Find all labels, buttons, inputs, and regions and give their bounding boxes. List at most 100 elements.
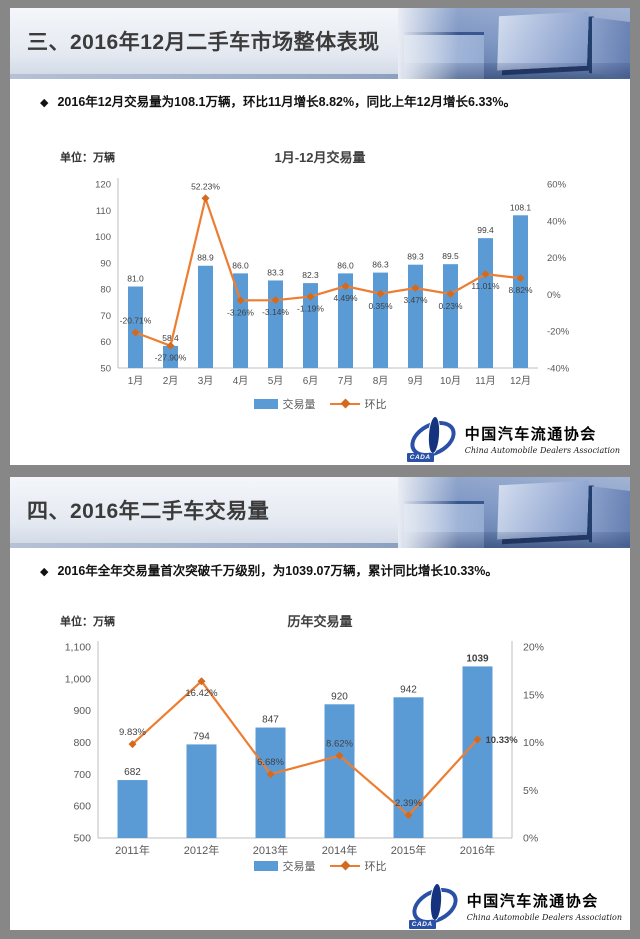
svg-text:1月: 1月 <box>128 375 144 387</box>
logo-name-cn: 中国汽车流通协会 <box>466 892 599 910</box>
svg-text:0%: 0% <box>547 290 561 301</box>
svg-text:1,100: 1,100 <box>65 642 91 654</box>
svg-text:82.3: 82.3 <box>302 270 319 280</box>
axis-unit-label: 单位：万辆 <box>60 152 115 164</box>
svg-text:16.42%: 16.42% <box>185 688 218 699</box>
svg-text:0.35%: 0.35% <box>368 301 393 311</box>
svg-text:81.0: 81.0 <box>127 274 144 284</box>
svg-text:3月: 3月 <box>198 375 214 387</box>
summary-bullet-text: 2016年12月交易量为108.1万辆，环比11月增长8.82%，同比上年12月… <box>57 95 516 109</box>
logo-name-en: China Automobile Dealers Association <box>464 446 620 455</box>
svg-text:-40%: -40% <box>547 364 570 375</box>
svg-text:86.0: 86.0 <box>232 260 249 270</box>
svg-text:5%: 5% <box>523 785 538 797</box>
legend-mom-label: 环比 <box>364 399 387 411</box>
svg-text:-20%: -20% <box>547 327 570 338</box>
photo-fade <box>398 477 458 548</box>
svg-text:70: 70 <box>100 311 111 322</box>
svg-text:1039: 1039 <box>466 653 489 664</box>
chart-legend: 交易量 环比 <box>10 396 630 412</box>
svg-text:5月: 5月 <box>268 375 284 387</box>
yearly-volume-chart: 500 600 700 800 900 1,000 1,100 0% 5% 10% 15% 20% 20… <box>65 641 544 857</box>
svg-text:60%: 60% <box>547 180 567 191</box>
svg-text:80: 80 <box>100 285 111 296</box>
svg-text:2012年: 2012年 <box>184 843 219 857</box>
logo-text: 中国汽车流通协会 China Automobile Dealers Associ… <box>467 890 622 922</box>
svg-text:83.3: 83.3 <box>267 267 284 277</box>
svg-text:682: 682 <box>124 767 141 778</box>
svg-text:600: 600 <box>73 801 91 813</box>
svg-text:99.4: 99.4 <box>477 225 494 235</box>
svg-text:2月: 2月 <box>163 375 179 387</box>
cube-graphic <box>497 11 589 71</box>
monthly-volume-chart: 50 60 70 80 90 100 110 120 -40% -20% 0% 20% 40% 60% 1月… <box>95 178 570 387</box>
svg-text:700: 700 <box>73 769 91 781</box>
cubes-photo <box>398 477 630 548</box>
cada-logo: CADA 中国汽车流通协会 China Automobile Dealers A… <box>406 880 622 930</box>
svg-text:6.68%: 6.68% <box>257 757 284 768</box>
legend-volume-label: 交易量 <box>282 861 316 873</box>
header-divider <box>10 74 630 79</box>
svg-text:-27.90%: -27.90% <box>155 353 187 363</box>
svg-text:9月: 9月 <box>408 375 424 387</box>
cube-graphic <box>497 480 589 540</box>
slide-annual-volume: 四、2016年二手车交易量 ◆ 2016年全年交易量首次突破千万级别，为1039.… <box>10 477 630 930</box>
svg-text:89.5: 89.5 <box>442 251 459 261</box>
svg-text:-20.71%: -20.71% <box>120 316 152 326</box>
slide-december-market: 三、2016年12月二手车市场整体表现 ◆ 2016年12月交易量为108.1万辆… <box>10 8 630 465</box>
svg-text:108.1: 108.1 <box>510 202 532 212</box>
slide-header: 四、2016年二手车交易量 <box>10 477 630 548</box>
axis-unit-label: 单位：万辆 <box>60 616 115 628</box>
svg-text:110: 110 <box>96 206 111 217</box>
svg-text:6月: 6月 <box>303 375 319 387</box>
svg-text:10.33%: 10.33% <box>486 735 519 746</box>
logo-name-en: China Automobile Dealers Association <box>466 913 622 922</box>
svg-text:2016年: 2016年 <box>460 843 495 857</box>
svg-text:2014年: 2014年 <box>322 843 357 857</box>
svg-text:20%: 20% <box>547 253 567 264</box>
svg-text:60: 60 <box>100 337 111 348</box>
svg-text:0.23%: 0.23% <box>438 301 463 311</box>
svg-text:800: 800 <box>73 737 91 749</box>
svg-text:942: 942 <box>400 684 417 695</box>
line-legend-marker-icon <box>329 865 360 867</box>
summary-bullet: ◆ 2016年12月交易量为108.1万辆，环比11月增长8.82%，同比上年12… <box>40 94 614 110</box>
legend-volume: 交易量 <box>253 396 316 412</box>
svg-text:3.47%: 3.47% <box>403 295 428 305</box>
svg-text:-1.19%: -1.19% <box>297 304 324 314</box>
svg-text:-3.26%: -3.26% <box>227 307 254 317</box>
svg-text:89.3: 89.3 <box>407 252 424 262</box>
svg-text:2015年: 2015年 <box>391 843 426 857</box>
svg-text:88.9: 88.9 <box>197 253 214 263</box>
svg-text:20%: 20% <box>523 642 544 654</box>
svg-text:86.0: 86.0 <box>337 260 354 270</box>
legend-volume-label: 交易量 <box>282 399 316 411</box>
cubes-photo <box>398 8 630 79</box>
logo-cada-text: CADA <box>406 453 434 462</box>
svg-text:794: 794 <box>193 731 210 742</box>
cada-logo-mark-icon: CADA <box>406 880 464 930</box>
svg-text:0%: 0% <box>523 833 538 845</box>
svg-text:1,000: 1,000 <box>65 673 91 685</box>
svg-text:12月: 12月 <box>510 375 531 387</box>
svg-text:8.62%: 8.62% <box>326 739 353 750</box>
svg-text:10月: 10月 <box>440 375 461 387</box>
legend-mom: 环比 <box>329 396 387 412</box>
svg-text:58.4: 58.4 <box>162 333 179 343</box>
svg-text:500: 500 <box>73 833 91 845</box>
svg-text:7月: 7月 <box>338 375 354 387</box>
svg-text:4月: 4月 <box>233 375 249 387</box>
chart-legend: 交易量 环比 <box>10 858 630 874</box>
legend-mom: 环比 <box>329 858 387 874</box>
logo-name-cn: 中国汽车流通协会 <box>464 425 597 443</box>
section-title: 三、2016年12月二手车市场整体表现 <box>27 31 380 54</box>
bar-legend-swatch-icon <box>253 399 278 409</box>
summary-bullet: ◆ 2016年全年交易量首次突破千万级别，为1039.07万辆，累计同比增长10.… <box>40 563 614 579</box>
svg-text:120: 120 <box>95 180 111 191</box>
svg-text:86.3: 86.3 <box>372 260 389 270</box>
chart-title: 历年交易量 <box>287 614 353 629</box>
svg-text:4.49%: 4.49% <box>333 293 358 303</box>
svg-text:100: 100 <box>95 232 111 243</box>
cada-logo: CADA 中国汽车流通协会 China Automobile Dealers A… <box>404 413 620 465</box>
svg-text:52.23%: 52.23% <box>191 181 220 191</box>
